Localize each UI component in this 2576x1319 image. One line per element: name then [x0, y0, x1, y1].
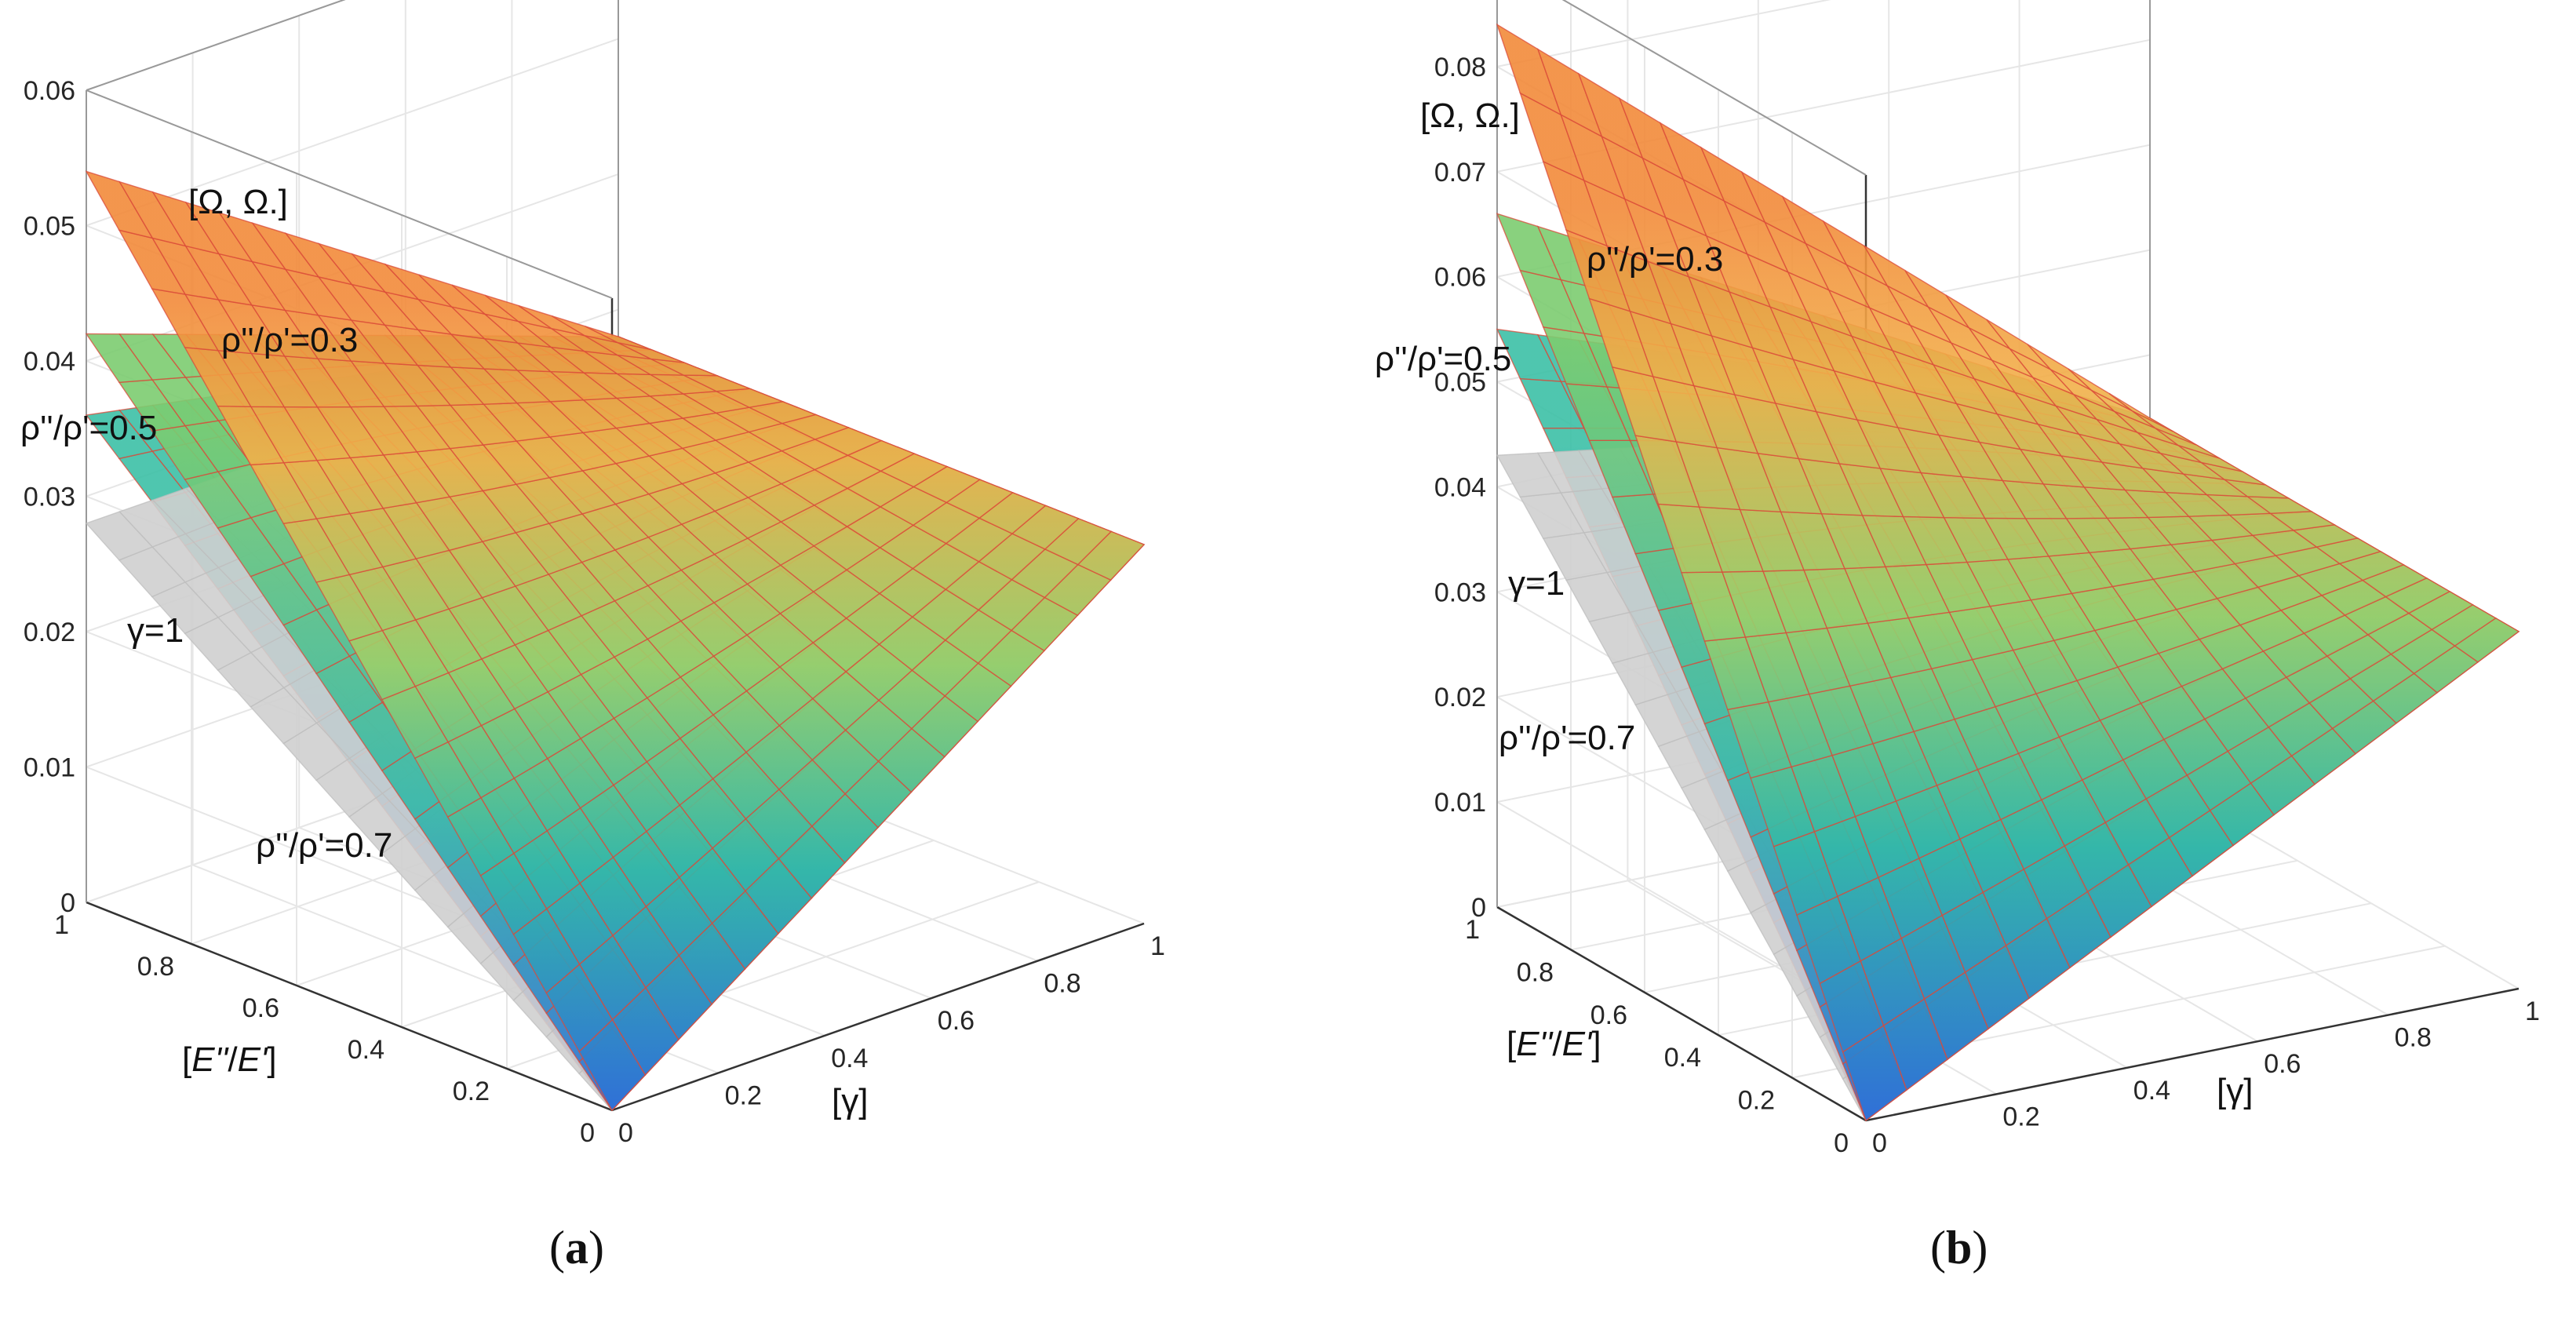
z-tick-label: 0.08 — [1434, 53, 1486, 82]
x-axis-line — [611, 922, 1145, 1112]
y-tick-label: 1 — [54, 910, 69, 940]
z-tick-label: 0 — [60, 888, 75, 918]
label-rho-0.3: ρ''/ρ'=0.3 — [221, 321, 358, 359]
x-tick-label: 0 — [1872, 1128, 1887, 1158]
x-axis-label: [γ] — [832, 1082, 868, 1120]
label-rho-0.5: ρ''/ρ'=0.5 — [1375, 340, 1511, 378]
label-gamma-1: γ=1 — [127, 611, 184, 650]
z-tick-label: 0.03 — [1434, 578, 1486, 607]
x-tick-label: 1 — [1150, 931, 1165, 961]
x-tick-label: 0.2 — [725, 1080, 762, 1110]
x-tick-label: 0.6 — [938, 1006, 975, 1036]
x-tick-label: 0.2 — [2002, 1102, 2039, 1131]
box-edge — [86, 0, 346, 91]
y-tick-label: 0.8 — [1517, 957, 1554, 987]
y-tick-label: 0.2 — [1738, 1086, 1775, 1116]
z-tick-label: 0.03 — [24, 483, 75, 512]
x-tick-label: 0.6 — [2264, 1049, 2301, 1079]
surface-rho-0.3 — [85, 170, 1146, 1112]
label-rho-0.3: ρ''/ρ'=0.3 — [1587, 240, 1723, 279]
panel-b: 00.010.020.030.040.050.060.070.080.0900.… — [1375, 0, 2540, 1273]
z-tick-label: 0.06 — [1434, 263, 1486, 293]
panel-b-tick-labels: 00.010.020.030.040.050.060.070.080.0900.… — [1434, 53, 2540, 1158]
x-tick-label: 1 — [2525, 997, 2540, 1026]
y-tick-label: 0 — [1834, 1128, 1849, 1158]
z-tick-label: 0 — [1471, 893, 1486, 923]
y-axis-label: [E''/E'] — [182, 1040, 277, 1079]
y-tick-label: 0 — [580, 1118, 595, 1148]
x-axis-label: [γ] — [2217, 1072, 2253, 1110]
caption-a: (a) — [549, 1222, 604, 1273]
box-edge — [86, 89, 613, 299]
y-axis-line — [1496, 905, 1867, 1122]
x-tick-label: 0.4 — [2133, 1076, 2170, 1106]
z-axis-label: [Ω, Ω.] — [188, 183, 288, 221]
panel-b-surfaces — [1496, 23, 2520, 1122]
x-tick-label: 0.4 — [831, 1044, 868, 1073]
z-tick-label: 0.06 — [24, 76, 75, 106]
z-tick-label: 0.01 — [24, 753, 75, 783]
panel-a-surfaces — [85, 170, 1146, 1112]
y-axis-label: [E''/E'] — [1507, 1025, 1601, 1063]
z-axis-label: [Ω, Ω.] — [1420, 97, 1520, 135]
y-tick-label: 0.4 — [1664, 1043, 1701, 1073]
x-tick-label: 0.8 — [2395, 1023, 2432, 1053]
y-tick-label: 0.6 — [242, 993, 279, 1023]
panel-a-tick-labels: 00.010.020.030.040.050.0600.20.40.60.810… — [24, 76, 1165, 1148]
z-tick-label: 0.05 — [1434, 368, 1486, 398]
y-tick-label: 0.2 — [453, 1077, 490, 1106]
grid-line — [1496, 0, 1831, 67]
label-rho-0.5: ρ''/ρ'=0.5 — [20, 409, 157, 447]
y-tick-label: 0.4 — [348, 1035, 384, 1065]
x-axis-line — [1865, 987, 2520, 1122]
z-tick-label: 0.07 — [1434, 158, 1486, 188]
label-rho-0.7: ρ''/ρ'=0.7 — [256, 826, 392, 865]
z-tick-label: 0.02 — [24, 618, 75, 647]
z-tick-label: 0.05 — [24, 212, 75, 242]
x-tick-label: 0 — [618, 1118, 633, 1148]
z-tick-label: 0.01 — [1434, 788, 1486, 818]
z-tick-label: 0.04 — [1434, 472, 1486, 502]
label-gamma-1: γ=1 — [1508, 564, 1565, 603]
y-tick-label: 0.6 — [1590, 1000, 1627, 1030]
z-tick-label: 0.02 — [1434, 683, 1486, 712]
surface-cell — [585, 326, 652, 351]
caption-b: (b) — [1930, 1222, 1988, 1273]
label-rho-0.7: ρ''/ρ'=0.7 — [1499, 719, 1635, 757]
x-tick-label: 0.8 — [1044, 969, 1080, 999]
y-tick-label: 1 — [1465, 915, 1480, 945]
panel-a: 00.010.020.030.040.050.0600.20.40.60.810… — [20, 0, 1165, 1273]
box-edge — [1561, 0, 1867, 176]
grid-line — [86, 0, 346, 91]
y-axis-line — [86, 901, 613, 1112]
z-tick-label: 0.04 — [24, 347, 75, 377]
surface-rho-0.3 — [1496, 23, 2520, 1122]
surface-cell — [2108, 392, 2173, 432]
grid-line — [86, 38, 619, 227]
y-tick-label: 0.8 — [137, 952, 174, 982]
